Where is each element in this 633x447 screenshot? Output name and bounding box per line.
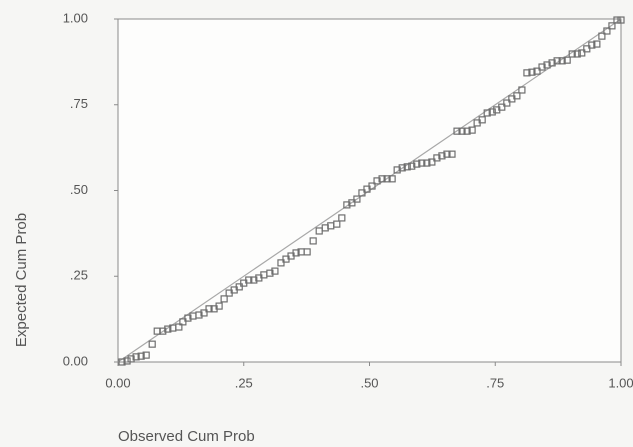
x-tick-label: .50	[360, 375, 378, 390]
x-tick-label: 1.00	[608, 375, 633, 390]
page: Observed Cum Prob Expected Cum Prob 0.00…	[0, 0, 633, 447]
y-tick-label: .25	[70, 268, 88, 283]
chart: Observed Cum Prob Expected Cum Prob 0.00…	[0, 0, 633, 447]
x-tick-label: .75	[486, 375, 504, 390]
x-tick-label: 0.00	[105, 375, 130, 390]
y-tick-label: 0.00	[63, 353, 88, 368]
y-tick-label: .50	[70, 182, 88, 197]
x-tick-label: .25	[235, 375, 253, 390]
x-axis-title: Observed Cum Prob	[118, 428, 255, 445]
y-axis-title: Expected Cum Prob	[13, 213, 30, 347]
y-tick-label: .75	[70, 96, 88, 111]
y-tick-label: 1.00	[63, 10, 88, 25]
